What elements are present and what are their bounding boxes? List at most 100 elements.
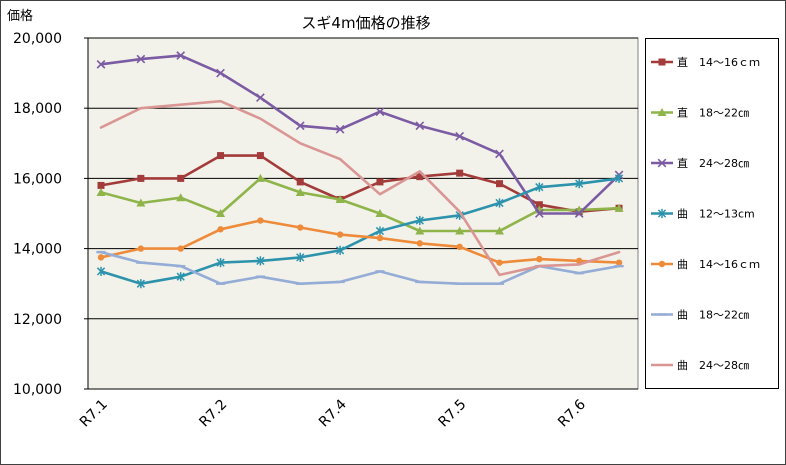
series-1-point-1 (137, 174, 145, 182)
series-2-point-0 (96, 187, 106, 196)
series-1-point-11 (535, 201, 543, 209)
series-5-point-2 (177, 245, 184, 252)
series-4-point-5 (296, 252, 305, 262)
series-2-point-5 (295, 187, 305, 196)
series-line-7 (99, 99, 621, 277)
series-5 (97, 217, 623, 266)
legend-label-2: 直 18～22㎝ (677, 106, 749, 120)
legend-marker-3 (657, 158, 667, 168)
legend-marker-5 (658, 260, 666, 268)
series-4-point-13 (614, 173, 624, 183)
series-4-point-4 (256, 256, 265, 266)
series-1-point-9 (456, 169, 464, 177)
series-2-point-4 (255, 173, 265, 182)
series-3-point-8 (415, 121, 425, 131)
legend-marker-4 (657, 208, 667, 219)
y-tick-label-16000: 16,000 (13, 171, 62, 187)
y-tick-label-10000: 10,000 (13, 382, 62, 398)
series-3-point-7 (375, 107, 385, 117)
series-3-point-5 (295, 121, 305, 131)
series-1-point-5 (296, 178, 304, 186)
series-1-point-7 (376, 178, 384, 186)
legend-label-7: 曲 24～28㎝ (677, 359, 749, 372)
series-4-point-12 (575, 179, 584, 189)
legend-item-6: 曲 18～22㎝ (651, 309, 749, 322)
series-2-point-3 (216, 209, 226, 217)
series-1-point-4 (256, 152, 264, 160)
series-3-point-12 (574, 209, 584, 218)
legend-label-6: 曲 18～22㎝ (677, 309, 749, 322)
series-4-point-0 (96, 266, 106, 277)
series-5-point-4 (257, 217, 264, 224)
series-5-point-10 (496, 259, 503, 266)
series-3-point-1 (136, 54, 146, 64)
series-3-point-10 (495, 149, 504, 159)
legend-item-7: 曲 24～28㎝ (651, 359, 749, 372)
y-axis-label: 価格 (7, 8, 33, 24)
legend-item-5: 曲 14～16ｃｍ (651, 258, 760, 271)
series-5-point-13 (615, 259, 623, 266)
y-tick-label-20000: 20,000 (13, 31, 62, 47)
series-line-1 (99, 154, 621, 213)
series-7 (99, 99, 621, 277)
series-1-point-8 (416, 173, 424, 181)
y-tick-label-18000: 18,000 (13, 101, 62, 117)
legend-item-3: 直 24～28㎝ (651, 156, 749, 170)
series-line-5 (99, 219, 621, 264)
series-line-6 (99, 250, 621, 286)
series-3-point-6 (335, 124, 345, 134)
series-5-point-1 (137, 245, 145, 252)
series-2-point-1 (136, 198, 146, 207)
series-4 (96, 173, 624, 289)
series-1-point-3 (217, 152, 225, 160)
series-2-point-6 (335, 194, 345, 203)
series-5-point-12 (576, 257, 583, 265)
series-5-point-9 (456, 243, 463, 251)
y-tick-label-14000: 14,000 (13, 242, 62, 258)
series-2-point-13 (614, 203, 624, 212)
series-2-point-9 (455, 226, 465, 235)
legend-label-5: 曲 14～16ｃｍ (677, 258, 760, 271)
legend-label-3: 直 24～28㎝ (677, 156, 749, 170)
series-5-point-0 (97, 254, 105, 261)
series-4-point-8 (415, 215, 424, 226)
series-2-point-7 (375, 209, 385, 217)
series-5-point-3 (217, 226, 224, 233)
y-tick-label-12000: 12,000 (13, 312, 62, 328)
series-4-point-11 (535, 182, 544, 192)
series-1-point-2 (177, 174, 185, 182)
legend-marker-1 (658, 58, 666, 66)
legend-label-4: 曲 12～13cm (677, 208, 755, 221)
series-1-point-0 (97, 181, 105, 189)
series-5-point-8 (416, 240, 423, 247)
series-2-point-10 (495, 226, 504, 235)
series-5-point-7 (376, 234, 384, 242)
series-5-point-6 (336, 231, 344, 238)
series-4-point-7 (375, 226, 385, 236)
series-4-point-10 (495, 198, 504, 208)
series-4-point-6 (335, 245, 345, 255)
series-3-point-2 (176, 51, 186, 60)
series-line-2 (99, 177, 621, 233)
legend-item-2: 直 18～22㎝ (651, 106, 749, 120)
series-3-point-4 (256, 93, 265, 103)
series-2-point-8 (415, 226, 425, 235)
legend-item-4: 曲 12～13cm (651, 208, 755, 221)
series-line-4 (99, 177, 621, 286)
legend-item-1: 直 14～16ｃｍ (651, 55, 760, 69)
series-3-point-3 (216, 68, 225, 78)
series-line-3 (99, 54, 621, 215)
series-3-point-11 (534, 209, 544, 218)
legend-label-1: 直 14～16ｃｍ (677, 55, 760, 69)
series-4-point-1 (136, 279, 145, 289)
series-3-point-9 (455, 131, 465, 141)
series-5-point-5 (297, 224, 304, 231)
series-1-point-10 (496, 180, 503, 188)
series-2-point-2 (176, 193, 186, 202)
series-layer (96, 51, 624, 289)
legend-marker-2 (657, 108, 667, 116)
series-6 (96, 250, 624, 286)
series-5-point-11 (536, 255, 543, 263)
